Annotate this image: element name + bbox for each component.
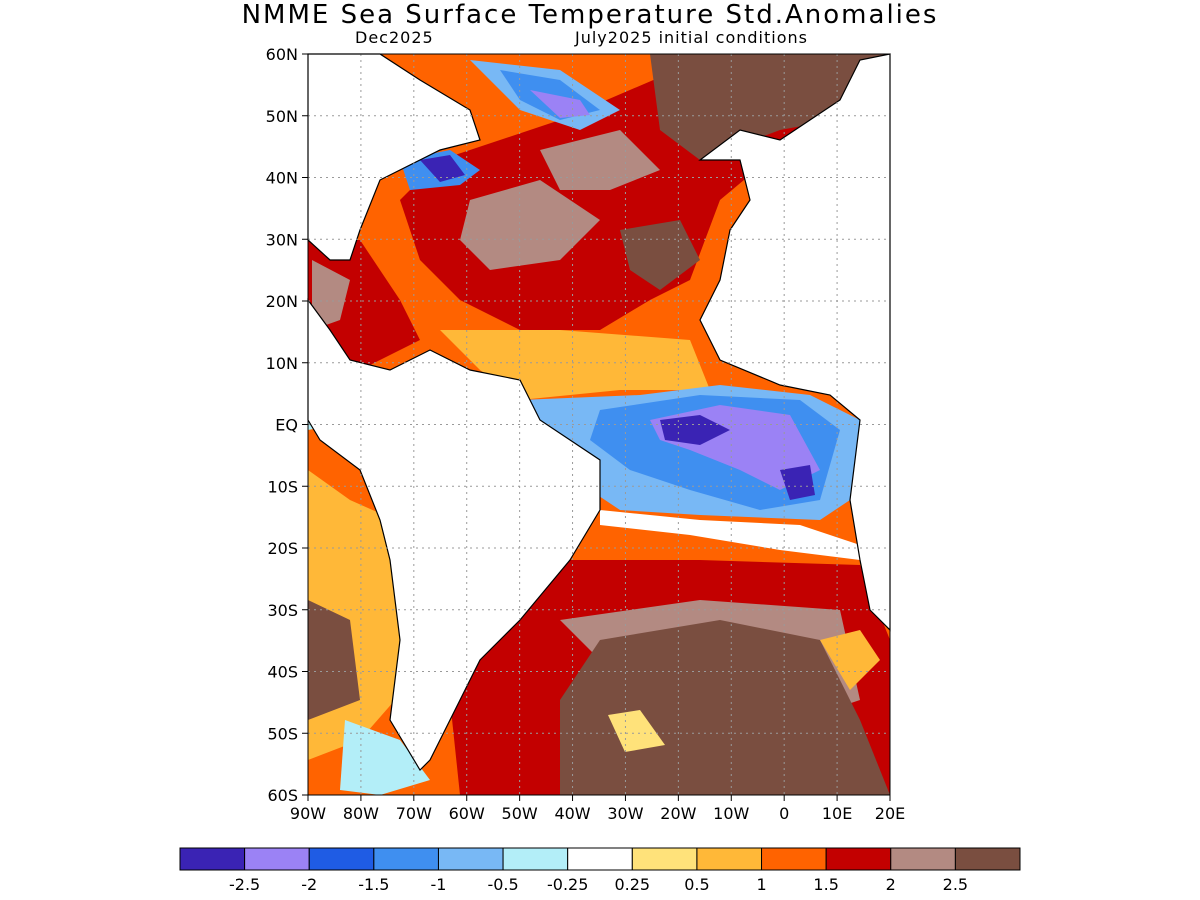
lon-label: 10E	[822, 804, 852, 823]
colorbar-swatch	[696, 847, 763, 871]
colorbar-swatch	[954, 847, 1021, 871]
colorbar-swatch	[244, 847, 310, 871]
lon-label: 80W	[343, 804, 379, 823]
colorbar-label: 1	[756, 875, 766, 894]
north-america	[307, 53, 481, 261]
colorbar-label: -0.25	[547, 875, 588, 894]
latitude-labels: 60N 50N 40N 30N 20N 10N EQ 10S 20S 30S 40S 50S 60S	[266, 45, 298, 805]
longitude-labels: 90W 80W 70W 60W 50W 40W 30W 20W 10W 0 10E 20E	[290, 804, 905, 823]
lat-label: 20S	[267, 539, 298, 558]
anomaly-region	[620, 220, 700, 290]
colorbar-label: -2.5	[229, 875, 260, 894]
colorbar-label: 0.25	[614, 875, 650, 894]
map-title: NMME Sea Surface Temperature Std.Anomali…	[241, 0, 939, 30]
lon-label: 20W	[660, 804, 696, 823]
colorbar-swatch	[179, 847, 246, 871]
colorbar-swatch	[308, 847, 375, 871]
colorbar-swatch	[502, 847, 569, 871]
lat-label: 20N	[266, 292, 298, 311]
lon-label: 30W	[607, 804, 643, 823]
colorbar-label: 1.5	[813, 875, 838, 894]
lat-label: 60S	[267, 786, 298, 805]
lat-label: 50S	[267, 724, 298, 743]
colorbar-swatch	[373, 847, 439, 871]
anomaly-region	[780, 465, 815, 500]
graticule	[302, 53, 891, 801]
anomaly-region	[820, 630, 880, 690]
colorbar-label: -2	[301, 875, 317, 894]
init-conditions-label: July2025 initial conditions	[575, 28, 808, 47]
map-frame	[307, 53, 891, 796]
europe-africa	[698, 53, 891, 632]
colorbar-swatch	[761, 847, 827, 871]
lat-label: 10S	[267, 477, 298, 496]
colorbar-label: 0.5	[684, 875, 709, 894]
lat-label: 40N	[266, 169, 298, 188]
anomaly-region	[540, 130, 660, 190]
anomaly-region	[560, 620, 890, 795]
colorbar-swatch	[825, 847, 892, 871]
lat-label: 30S	[267, 601, 298, 620]
colorbar-swatch	[631, 847, 698, 871]
colorbar-label: -1.5	[358, 875, 389, 894]
anomaly-region	[460, 180, 600, 270]
south-america	[307, 298, 601, 771]
anomaly-region	[608, 710, 665, 752]
colorbar-swatch	[437, 847, 504, 871]
colorbar: -2.5 -2 -1.5 -1 -0.5 -0.25 0.25 0.5 1 1.5 2 2.5	[179, 847, 1021, 894]
lon-label: 90W	[290, 804, 326, 823]
colorbar-swatch	[890, 847, 956, 871]
lat-label: 30N	[266, 230, 298, 249]
colorbar-label: 2	[886, 875, 896, 894]
lat-label: 40S	[267, 663, 298, 682]
lon-label: 70W	[396, 804, 432, 823]
anomaly-region	[420, 155, 465, 182]
lat-label: 10N	[266, 354, 298, 373]
colorbar-label: -0.5	[487, 875, 518, 894]
lon-label: 60W	[449, 804, 485, 823]
anomaly-region	[312, 260, 350, 330]
lat-label: EQ	[275, 416, 298, 435]
colorbar-label: 2.5	[943, 875, 968, 894]
colorbar-label: -1	[430, 875, 446, 894]
anomaly-region	[308, 240, 420, 370]
anomaly-region	[340, 720, 430, 795]
colorbar-swatch	[567, 847, 633, 871]
lon-label: 10W	[713, 804, 749, 823]
anomaly-region	[660, 415, 730, 445]
lat-label: 60N	[266, 45, 298, 64]
valid-time-label: Dec2025	[355, 28, 434, 47]
anomaly-region	[308, 600, 360, 720]
lat-label: 50N	[266, 107, 298, 126]
land-masses	[307, 53, 891, 771]
lon-label: 0	[779, 804, 789, 823]
anomaly-region	[650, 54, 890, 160]
lon-label: 50W	[502, 804, 538, 823]
anomaly-region	[530, 90, 590, 118]
lon-label: 40W	[554, 804, 590, 823]
lon-label: 20E	[875, 804, 905, 823]
